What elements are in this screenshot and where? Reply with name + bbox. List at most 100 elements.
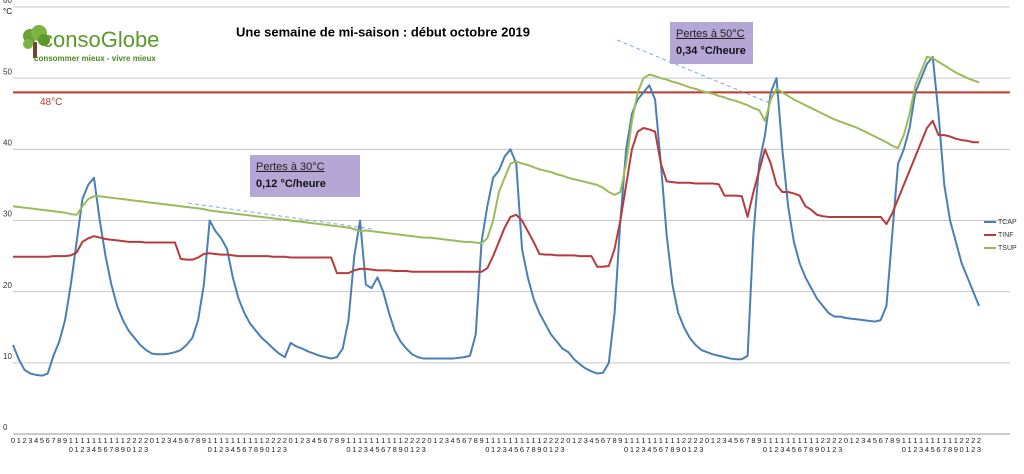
x-tick-label: 17	[803, 436, 808, 454]
x-tick-label: 22	[138, 436, 143, 454]
logo-tagline: consommer mieux - vivre mieux	[34, 54, 156, 63]
x-tick-label: 18	[253, 436, 259, 454]
x-tick-label: 15	[97, 436, 102, 454]
x-tick-label: 13	[86, 436, 91, 454]
x-tick-label: 4	[728, 436, 733, 445]
x-tick-label: 0	[843, 436, 849, 445]
x-tick-label: 0	[10, 436, 16, 445]
x-tick-label: 21	[132, 436, 137, 454]
x-tick-label: 7	[190, 436, 195, 445]
x-tick-label: 20	[126, 436, 131, 454]
x-tick-label: 6	[462, 436, 467, 445]
x-tick-label: 13	[780, 436, 785, 454]
x-tick-label: 5	[178, 436, 183, 445]
y-tick-label: 10	[3, 352, 12, 361]
x-tick-label: 21	[548, 436, 554, 454]
x-tick-label: 0	[288, 436, 293, 445]
x-tick-label: 7	[329, 436, 334, 445]
annotation-text: 0,12 °C/heure	[256, 178, 326, 190]
x-tick-label: 6	[323, 436, 328, 445]
x-tick-label: 16	[242, 436, 247, 454]
x-tick-label: 18	[809, 436, 814, 454]
x-tick-label: 16	[936, 436, 941, 454]
x-tick-label: 13	[224, 436, 230, 454]
x-tick-label: 10	[624, 436, 629, 454]
x-tick-label: 15	[791, 436, 796, 454]
x-tick-label: 18	[392, 436, 397, 454]
x-tick-label: 8	[196, 436, 201, 445]
x-tick-label: 7	[51, 436, 56, 445]
x-tick-label: 14	[924, 436, 930, 454]
x-tick-label: 7	[884, 436, 889, 445]
x-tick-label: 12	[80, 436, 85, 454]
x-tick-label: 19	[398, 436, 403, 454]
x-tick-label: 13	[502, 436, 507, 454]
x-tick-label: 6	[739, 436, 744, 445]
x-tick-label: 15	[236, 436, 241, 454]
x-tick-label: 16	[797, 436, 802, 454]
x-tick-label: 4	[589, 436, 594, 445]
x-tick-label: 7	[606, 436, 611, 445]
x-tick-label: 23	[560, 436, 565, 454]
x-tick-label: 12	[635, 436, 640, 454]
x-tick-label: 1	[571, 436, 577, 445]
x-tick-label: 2	[22, 436, 27, 445]
x-tick-label: 3	[861, 436, 866, 445]
x-tick-label: 19	[120, 436, 125, 454]
x-tick-label: 8	[334, 436, 339, 445]
x-tick-label: 19	[676, 436, 681, 454]
legend-label: TCAP	[998, 219, 1017, 226]
x-tick-label: 3	[583, 436, 588, 445]
x-tick-label: 6	[600, 436, 606, 445]
x-tick-label: 22	[276, 436, 282, 454]
x-tick-label: 23	[143, 436, 149, 454]
x-tick-label: 23	[699, 436, 704, 454]
x-tick-label: 5	[39, 436, 44, 445]
annotation-title: Pertes à 30°C	[256, 161, 325, 173]
x-tick-label: 6	[878, 436, 883, 445]
series-line	[12, 55, 980, 245]
x-tick-label: 1	[16, 436, 21, 445]
x-tick-label: 8	[612, 436, 617, 445]
x-tick-label: 9	[201, 436, 206, 445]
logo-name: consoGlobe	[42, 27, 159, 52]
x-tick-label: 4	[34, 436, 39, 445]
x-tick-label: 3	[305, 436, 311, 445]
x-tick-label: 2	[577, 436, 582, 445]
x-tick-label: 14	[508, 436, 513, 454]
x-tick-label: 2	[855, 436, 860, 445]
y-tick-label: 30	[3, 210, 12, 219]
x-tick-label: 12	[774, 436, 779, 454]
x-tick-label: 20	[681, 436, 687, 454]
x-tick-label: 21	[965, 436, 970, 454]
trend-dash	[187, 202, 373, 230]
x-tick-label: 4	[311, 436, 316, 445]
x-tick-label: 2	[438, 436, 444, 445]
x-tick-label: 4	[867, 436, 872, 445]
x-tick-label: 17	[109, 436, 114, 454]
x-tick-label: 1	[710, 436, 715, 445]
x-tick-label: 22	[554, 436, 559, 454]
x-tick-label: 8	[890, 436, 895, 445]
x-tick-label: 5	[595, 436, 600, 445]
x-tick-label: 10	[207, 436, 212, 454]
x-tick-label: 23	[282, 436, 287, 454]
x-tick-label: 7	[467, 436, 473, 445]
x-tick-label: 12	[913, 436, 918, 454]
y-tick-label: 40	[3, 138, 12, 147]
x-tick-label: 11	[629, 436, 634, 454]
x-tick-label: 0	[427, 436, 432, 445]
x-tick-label: 2	[161, 436, 166, 445]
x-tick-label: 20	[543, 436, 548, 454]
annotation-text: 0,34 °C/heure	[676, 45, 746, 57]
x-tick-label: 8	[57, 436, 62, 445]
series-line	[12, 55, 980, 377]
x-tick-label: 9	[62, 436, 68, 445]
x-tick-label: 5	[733, 436, 739, 445]
x-tick-label: 14	[91, 436, 97, 454]
x-tick-label: 10	[346, 436, 351, 454]
x-tick-label: 23	[976, 436, 982, 454]
x-tick-label: 3	[167, 436, 172, 445]
x-tick-label: 18	[670, 436, 675, 454]
